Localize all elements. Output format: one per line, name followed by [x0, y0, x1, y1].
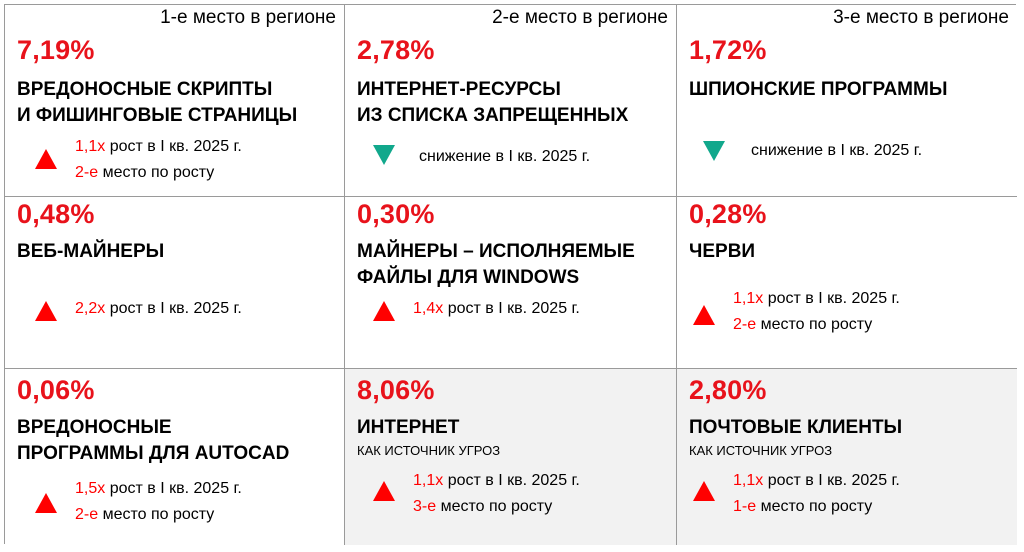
category-title: ВЕБ-МАЙНЕРЫ	[17, 239, 164, 265]
region-rank: 3-е место в регионе	[833, 7, 1009, 28]
stat-cell-autocad-malware: 0,06% ВРЕДОНОСНЫЕ ПРОГРАММЫ ДЛЯ AUTOCAD …	[5, 369, 345, 545]
percent-value: 1,72%	[689, 35, 767, 65]
category-title-line1: ВЕБ-МАЙНЕРЫ	[17, 241, 165, 262]
growth-text: рост в I кв. 2025 г.	[447, 472, 580, 489]
category-title: ПОЧТОВЫЕ КЛИЕНТЫ	[689, 415, 902, 441]
triangle-up-icon	[35, 493, 57, 513]
growth-stat: 1,4x рост в I кв. 2025 г.	[413, 297, 580, 321]
triangle-down-icon	[373, 145, 395, 165]
category-title-line1: ШПИОНСКИЕ ПРОГРАММЫ	[689, 79, 948, 100]
percent-value: 0,48%	[17, 199, 95, 229]
place-value: 1-е	[733, 498, 757, 515]
category-title-line1: МАЙНЕРЫ – ИСПОЛНЯЕМЫЕ	[357, 241, 635, 262]
percent-value: 0,28%	[689, 199, 767, 229]
growth-text: рост в I кв. 2025 г.	[109, 138, 242, 155]
percent-value: 8,06%	[357, 375, 435, 405]
stat-cell-malicious-scripts: 1-е место в регионе 7,19% ВРЕДОНОСНЫЕ СК…	[5, 5, 345, 197]
decline-stat: снижение в I кв. 2025 г.	[419, 148, 591, 165]
category-title-line1: ЧЕРВИ	[689, 241, 756, 262]
place-text: место по росту	[440, 498, 553, 515]
triangle-up-icon	[373, 481, 395, 501]
growth-text: рост в I кв. 2025 г.	[767, 472, 900, 489]
stat-cell-worms: 0,28% ЧЕРВИ 1,1x рост в I кв. 2025 г. 2-…	[677, 197, 1017, 369]
place-text: место по росту	[760, 316, 873, 333]
category-title: МАЙНЕРЫ – ИСПОЛНЯЕМЫЕ ФАЙЛЫ ДЛЯ WINDOWS	[357, 239, 635, 291]
stat-cell-mail-clients: 2,80% ПОЧТОВЫЕ КЛИЕНТЫ КАК ИСТОЧНИК УГРО…	[677, 369, 1017, 545]
category-title: ШПИОНСКИЕ ПРОГРАММЫ	[689, 77, 947, 103]
growth-place: 2-е место по росту	[733, 313, 872, 337]
stat-cell-windows-miners: 0,30% МАЙНЕРЫ – ИСПОЛНЯЕМЫЕ ФАЙЛЫ ДЛЯ WI…	[345, 197, 677, 369]
percent-value: 7,19%	[17, 35, 95, 65]
triangle-up-icon	[693, 481, 715, 501]
growth-value: 1,1x	[75, 138, 106, 155]
growth-place: 2-е место по росту	[75, 161, 214, 185]
growth-stat: 1,5x рост в I кв. 2025 г.	[75, 477, 242, 501]
growth-value: 1,1x	[413, 472, 444, 489]
category-title: ВРЕДОНОСНЫЕ СКРИПТЫ И ФИШИНГОВЫЕ СТРАНИЦ…	[17, 77, 297, 129]
category-title-line1: ВРЕДОНОСНЫЕ СКРИПТЫ	[17, 79, 273, 100]
growth-value: 1,5x	[75, 480, 106, 497]
category-title-line1: ИНТЕРНЕТ-РЕСУРСЫ	[357, 79, 561, 100]
growth-stat: 1,1x рост в I кв. 2025 г.	[413, 469, 580, 493]
category-subtitle: КАК ИСТОЧНИК УГРОЗ	[357, 443, 501, 458]
growth-value: 1,1x	[733, 290, 764, 307]
decline-stat: снижение в I кв. 2025 г.	[751, 142, 923, 159]
category-title: ВРЕДОНОСНЫЕ ПРОГРАММЫ ДЛЯ AUTOCAD	[17, 415, 289, 467]
growth-stat: 1,1x рост в I кв. 2025 г.	[733, 469, 900, 493]
category-title: ИНТЕРНЕТ-РЕСУРСЫ ИЗ СПИСКА ЗАПРЕЩЕННЫХ	[357, 77, 628, 129]
growth-value: 1,4x	[413, 300, 444, 317]
growth-stat: 2,2x рост в I кв. 2025 г.	[75, 297, 242, 321]
place-text: место по росту	[760, 498, 873, 515]
stat-cell-blocked-resources: 2-е место в регионе 2,78% ИНТЕРНЕТ-РЕСУР…	[345, 5, 677, 197]
category-title-line1: ВРЕДОНОСНЫЕ	[17, 417, 172, 438]
triangle-up-icon	[35, 301, 57, 321]
category-title-line1: ИНТЕРНЕТ	[357, 417, 460, 438]
category-title-line2: И ФИШИНГОВЫЕ СТРАНИЦЫ	[17, 105, 298, 126]
category-subtitle: КАК ИСТОЧНИК УГРОЗ	[689, 443, 833, 458]
place-value: 2-е	[733, 316, 757, 333]
growth-text: рост в I кв. 2025 г.	[767, 290, 900, 307]
place-value: 2-е	[75, 506, 99, 523]
category-title-line2: ИЗ СПИСКА ЗАПРЕЩЕННЫХ	[357, 105, 629, 126]
place-text: место по росту	[102, 506, 215, 523]
place-value: 3-е	[413, 498, 437, 515]
place-text: место по росту	[102, 164, 215, 181]
category-title-line2: ФАЙЛЫ ДЛЯ WINDOWS	[357, 267, 580, 288]
region-rank: 1-е место в регионе	[160, 7, 336, 28]
growth-text: рост в I кв. 2025 г.	[109, 480, 242, 497]
growth-value: 1,1x	[733, 472, 764, 489]
region-rank: 2-е место в регионе	[492, 7, 668, 28]
growth-place: 3-е место по росту	[413, 495, 552, 519]
percent-value: 2,80%	[689, 375, 767, 405]
growth-place: 2-е место по росту	[75, 503, 214, 527]
triangle-down-icon	[703, 141, 725, 161]
triangle-up-icon	[35, 149, 57, 169]
growth-text: рост в I кв. 2025 г.	[109, 300, 242, 317]
category-title: ЧЕРВИ	[689, 239, 755, 265]
triangle-up-icon	[373, 301, 395, 321]
growth-stat: 1,1x рост в I кв. 2025 г.	[75, 135, 242, 159]
percent-value: 0,30%	[357, 199, 435, 229]
stat-cell-internet-source: 8,06% ИНТЕРНЕТ КАК ИСТОЧНИК УГРОЗ 1,1x р…	[345, 369, 677, 545]
growth-stat: 1,1x рост в I кв. 2025 г.	[733, 287, 900, 311]
percent-value: 0,06%	[17, 375, 95, 405]
triangle-up-icon	[693, 305, 715, 325]
percent-value: 2,78%	[357, 35, 435, 65]
growth-place: 1-е место по росту	[733, 495, 872, 519]
stat-cell-spyware: 3-е место в регионе 1,72% ШПИОНСКИЕ ПРОГ…	[677, 5, 1017, 197]
growth-value: 2,2x	[75, 300, 106, 317]
category-title-line2: ПРОГРАММЫ ДЛЯ AUTOCAD	[17, 443, 290, 464]
category-title: ИНТЕРНЕТ	[357, 415, 459, 441]
growth-text: рост в I кв. 2025 г.	[447, 300, 580, 317]
place-value: 2-е	[75, 164, 99, 181]
category-title-line1: ПОЧТОВЫЕ КЛИЕНТЫ	[689, 417, 903, 438]
threat-stats-grid: 1-е место в регионе 7,19% ВРЕДОНОСНЫЕ СК…	[4, 4, 1017, 545]
stat-cell-web-miners: 0,48% ВЕБ-МАЙНЕРЫ 2,2x рост в I кв. 2025…	[5, 197, 345, 369]
